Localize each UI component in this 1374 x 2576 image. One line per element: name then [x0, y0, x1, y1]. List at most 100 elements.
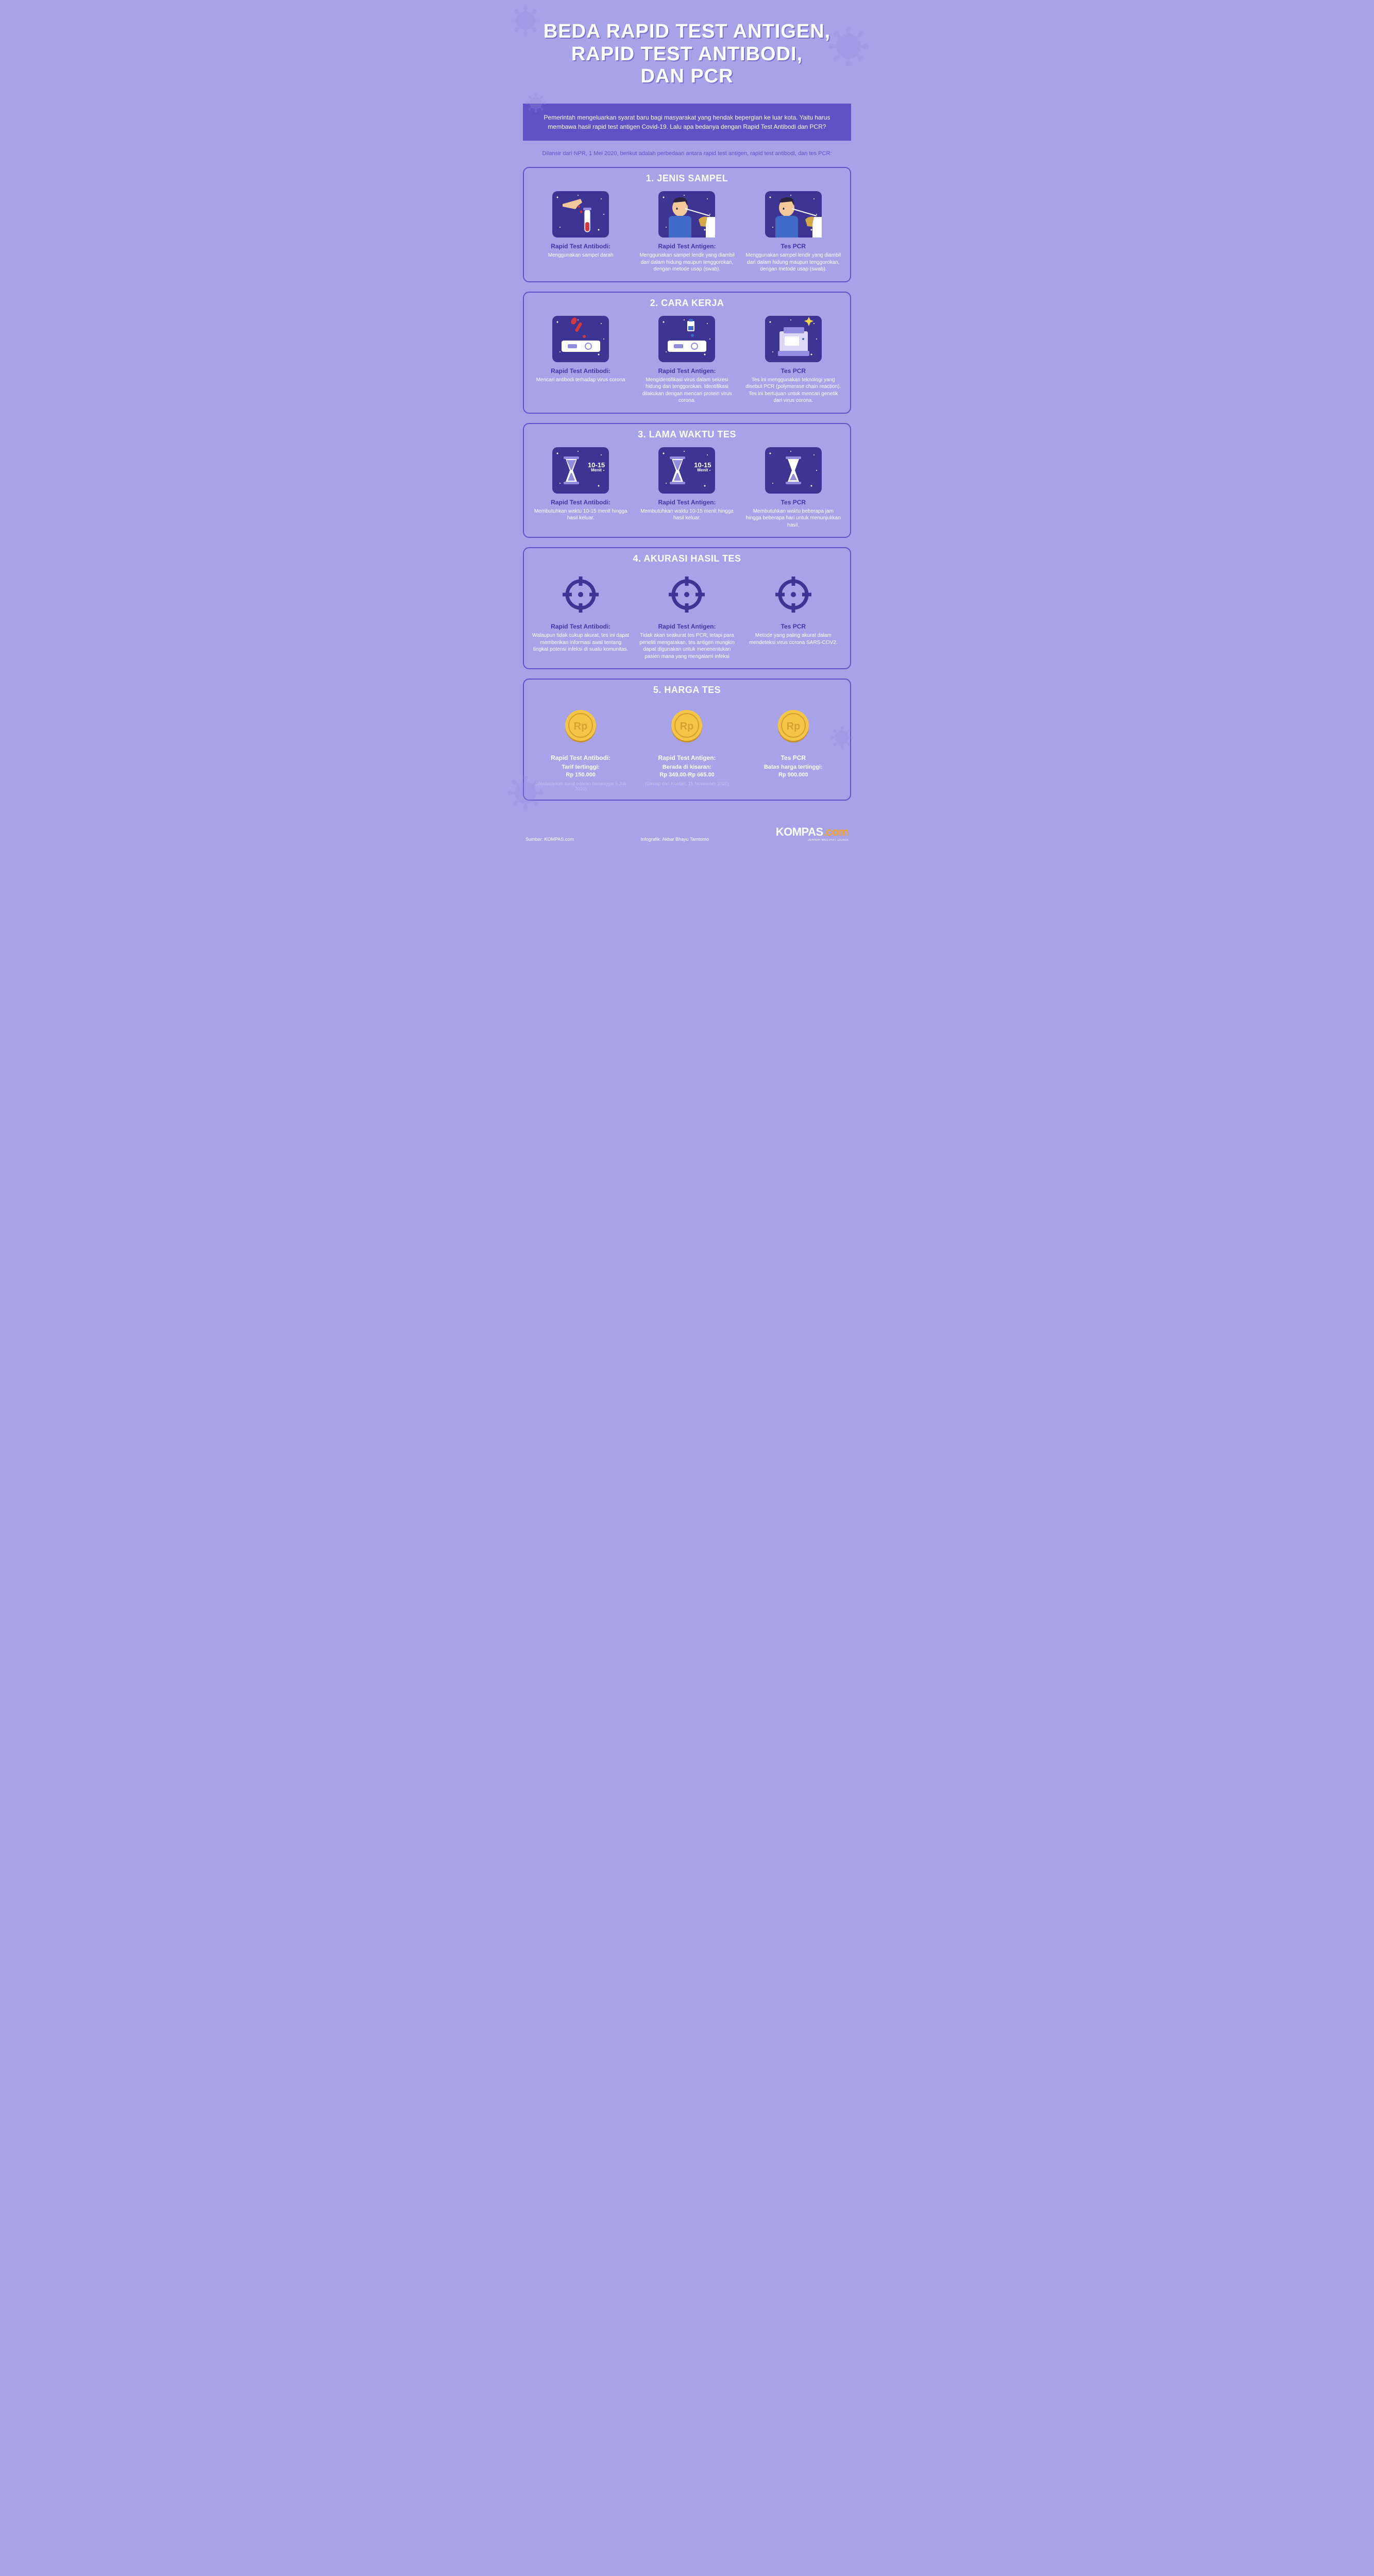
column-description: Walaupun tidak cukup akurat, tes ini dap… [530, 632, 631, 653]
column-1: Rapid Test Antibodi: Walaupun tidak cukup… [530, 571, 631, 660]
logo-main: KOMPAS [776, 825, 823, 838]
subintro-text: Dilansir dari NPR, 1 Mei 2020, berikut a… [515, 141, 859, 167]
column-3: Tes PCR Membutuhkan waktu beberapa jam hi… [743, 447, 844, 529]
column-description: Metode yang paling akurat dalam mendetek… [743, 632, 844, 646]
column-3: Tes PCR Batas harga tertinggi:Rp 900.000 [743, 703, 844, 791]
column-description: Tes ini menggunakan teknologi yang diseb… [743, 377, 844, 404]
intro-text: Pemerintah mengeluarkan syarat baru bagi… [544, 113, 830, 131]
column-2: Rapid Test Antigen: Berada di kisaran:Rp … [636, 703, 737, 791]
logo-tagline: JERNIH MELIHAT DUNIA [776, 839, 849, 842]
columns: Rapid Test Antibodi: Mencari antibodi ter… [530, 316, 844, 404]
column-title: Rapid Test Antibodi: [530, 499, 631, 506]
kompas-logo: KOMPAS.com JERNIH MELIHAT DUNIA [776, 825, 849, 842]
section-3: 3. LAMA WAKTU TES 10-15Menit Rapid Test An… [523, 423, 851, 538]
swab-icon [765, 191, 822, 238]
column-description: Mencari antibodi terhadap virus corona [530, 377, 631, 384]
column-1: Rapid Test Antibodi: Mencari antibodi ter… [530, 316, 631, 404]
column-title: Tes PCR [743, 623, 844, 630]
footer: Sumber: KOMPAS.com Infografik: Akbar Bha… [515, 820, 859, 852]
column-3: Tes PCR Menggunakan sampel lendir yang di… [743, 191, 844, 273]
columns: Rapid Test Antibodi: Walaupun tidak cukup… [530, 571, 844, 660]
section-1: 1. JENIS SAMPEL Rapid Test Antibodi: Mengg… [523, 167, 851, 282]
section-4: 4. AKURASI HASIL TESRapid Test Antibodi:… [523, 547, 851, 669]
column-note: (Berdasarkan surat edaran bertanggal 6 J… [530, 781, 631, 791]
column-description: Membutuhkan waktu 10-15 menit hingga has… [636, 508, 737, 522]
time-label: 10-15Menit [694, 462, 711, 472]
column-description: Membutuhkan waktu beberapa jam hingga be… [743, 508, 844, 529]
header: BEDA RAPID TEST ANTIGEN, RAPID TEST ANTI… [515, 0, 859, 104]
column-note: (Dikutip dari Kontan, 15 November 2020) [636, 781, 737, 786]
column-1: Rapid Test Antibodi: Menggunakan sampel d… [530, 191, 631, 273]
price-value: Rp 150.000 [530, 771, 631, 779]
column-title: Rapid Test Antibodi: [530, 367, 631, 375]
price-label: Berada di kisaran: [636, 764, 737, 771]
hourglass-empty-icon [765, 447, 822, 494]
dropper-icon [552, 316, 609, 362]
price-label: Tarif tertinggi: [530, 764, 631, 771]
logo-com: .com [823, 825, 849, 838]
column-description: Menggunakan sampel darah [530, 252, 631, 259]
column-title: Rapid Test Antibodi: [530, 623, 631, 630]
price-value: Rp 900.000 [743, 771, 844, 779]
column-2: Rapid Test Antigen: Menggunakan sampel le… [636, 191, 737, 273]
crosshair-icon [552, 571, 609, 618]
column-1: 10-15Menit Rapid Test Antibodi: Membutuhka… [530, 447, 631, 529]
blood-icon [552, 191, 609, 238]
sections-container: 1. JENIS SAMPEL Rapid Test Antibodi: Mengg… [515, 167, 859, 820]
column-2: Rapid Test Antigen: Mengidentifikasi viru… [636, 316, 737, 404]
column-title: Rapid Test Antigen: [636, 243, 737, 250]
hourglass-full-icon: 10-15Menit [552, 447, 609, 494]
price-label: Batas harga tertinggi: [743, 764, 844, 771]
columns: Rapid Test Antibodi: Menggunakan sampel d… [530, 191, 844, 273]
virus-decoration [507, 775, 544, 811]
columns: 10-15Menit Rapid Test Antibodi: Membutuhka… [530, 447, 844, 529]
intro-box: Pemerintah mengeluarkan syarat baru bagi… [523, 104, 851, 141]
title-line-2: RAPID TEST ANTIBODI, [571, 43, 803, 65]
column-title: Tes PCR [743, 499, 844, 506]
price-value: Rp 349.00-Rp 665.00 [636, 771, 737, 779]
columns: Rapid Test Antibodi: Tarif tertinggi:Rp 1… [530, 703, 844, 791]
column-title: Rapid Test Antibodi: [530, 754, 631, 761]
column-title: Rapid Test Antibodi: [530, 243, 631, 250]
virus-decoration [830, 726, 854, 749]
column-1: Rapid Test Antibodi: Tarif tertinggi:Rp 1… [530, 703, 631, 791]
time-label: 10-15Menit [588, 462, 605, 472]
column-description: Tidak akan seakurat tes PCR, tetapi para… [636, 632, 737, 660]
column-description: Mengidentifikasi virus dalam sekresi hid… [636, 377, 737, 404]
column-title: Rapid Test Antigen: [636, 499, 737, 506]
column-title: Rapid Test Antigen: [636, 754, 737, 761]
title-line-3: DAN PCR [640, 65, 733, 87]
main-title: BEDA RAPID TEST ANTIGEN, RAPID TEST ANTI… [531, 21, 843, 88]
column-title: Rapid Test Antigen: [636, 367, 737, 375]
section-title: 1. JENIS SAMPEL [530, 168, 844, 191]
coin-icon [765, 703, 822, 749]
footer-credit: Infografik: Akbar Bhayu Tamtomo [641, 837, 709, 842]
column-title: Tes PCR [743, 367, 844, 375]
column-description: Menggunakan sampel lendir yang diambil d… [636, 252, 737, 273]
section-2: 2. CARA KERJA Rapid Test Antibodi: Mencari… [523, 292, 851, 414]
crosshair-icon [658, 571, 715, 618]
swab-icon [658, 191, 715, 238]
coin-icon [658, 703, 715, 749]
section-title: 5. HARGA TES [530, 680, 844, 703]
hourglass-full-icon: 10-15Menit [658, 447, 715, 494]
column-2: Rapid Test Antigen: Tidak akan seakurat t… [636, 571, 737, 660]
section-title: 4. AKURASI HASIL TES [530, 548, 844, 571]
crosshair-icon [765, 571, 822, 618]
column-3: Tes PCR Tes ini menggunakan teknologi yan… [743, 316, 844, 404]
column-3: Tes PCR Metode yang paling akurat dalam m… [743, 571, 844, 660]
column-title: Tes PCR [743, 243, 844, 250]
footer-source: Sumber: KOMPAS.com [525, 837, 574, 842]
column-title: Rapid Test Antigen: [636, 623, 737, 630]
coin-icon [552, 703, 609, 749]
reagent-icon [658, 316, 715, 362]
column-description: Membutuhkan waktu 10-15 menit hingga has… [530, 508, 631, 522]
column-2: 10-15Menit Rapid Test Antigen: Membutuhkan… [636, 447, 737, 529]
machine-icon [765, 316, 822, 362]
column-title: Tes PCR [743, 754, 844, 761]
column-description: Menggunakan sampel lendir yang diambil d… [743, 252, 844, 273]
title-line-1: BEDA RAPID TEST ANTIGEN, [544, 21, 830, 42]
section-title: 3. LAMA WAKTU TES [530, 424, 844, 447]
section-title: 2. CARA KERJA [530, 293, 844, 316]
section-5: 5. HARGA TES Rapid Test Antibodi: Tarif te… [523, 679, 851, 801]
